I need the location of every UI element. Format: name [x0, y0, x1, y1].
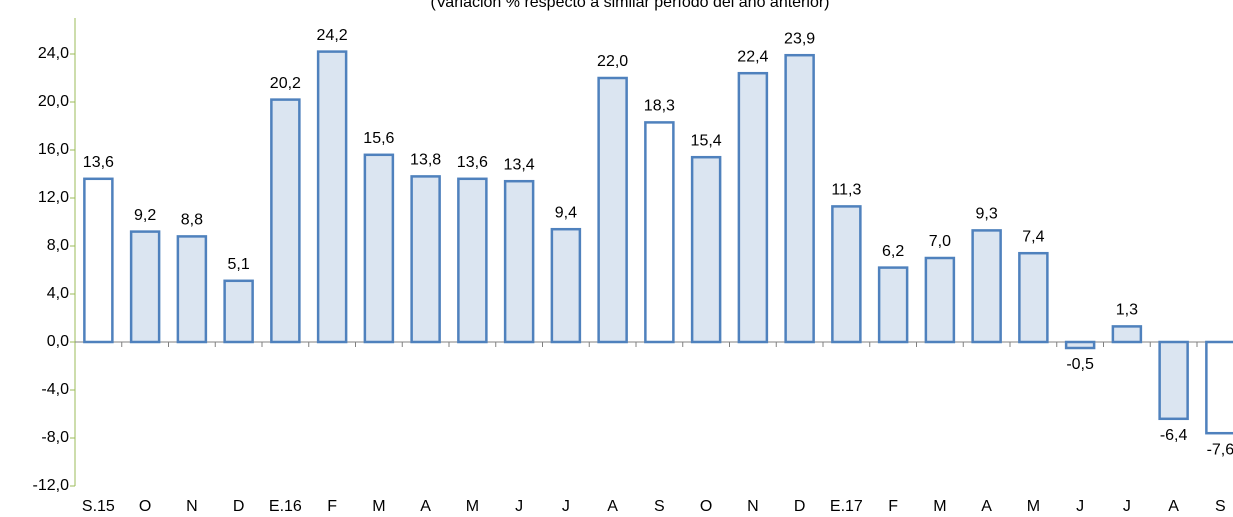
bar [270, 98, 301, 344]
value-label: 23,9 [784, 30, 815, 47]
value-label: 15,4 [691, 132, 722, 149]
bar [129, 230, 161, 344]
value-label: 8,8 [181, 212, 203, 229]
x-tick-label: A [1168, 498, 1179, 515]
y-tick-label: 8,0 [47, 237, 69, 254]
value-label: 7,4 [1022, 228, 1044, 245]
x-tick-label: E.17 [830, 498, 863, 515]
x-tick-label: J [1123, 498, 1131, 515]
value-label: 6,2 [882, 243, 904, 260]
y-tick-label: -4,0 [41, 381, 69, 398]
y-tick-label: -12,0 [33, 477, 70, 494]
y-tick-label: 20,0 [38, 93, 69, 110]
bar [316, 50, 348, 344]
bar [410, 175, 441, 344]
value-label: 13,6 [83, 154, 114, 171]
bar [1158, 340, 1189, 421]
x-tick-label: M [466, 498, 479, 515]
bar [690, 155, 722, 344]
value-label: 9,4 [555, 204, 577, 221]
x-tick-label: E.16 [269, 498, 302, 515]
x-tick-label: J [515, 498, 523, 515]
x-tick-label: M [933, 498, 946, 515]
x-tick-label: S.15 [82, 498, 115, 515]
x-tick-label: D [233, 498, 245, 515]
bar [176, 235, 208, 344]
x-tick-label: J [1076, 498, 1084, 515]
x-tick-label: N [186, 498, 198, 515]
bar [784, 53, 815, 344]
x-tick-label: M [372, 498, 385, 515]
bar [1018, 251, 1049, 344]
bar [503, 179, 535, 344]
bar [737, 71, 769, 344]
bar [597, 76, 628, 344]
bar [457, 177, 488, 344]
x-tick-label: A [420, 498, 431, 515]
bar [83, 177, 114, 344]
x-tick-label: O [139, 498, 151, 515]
y-tick-label: 4,0 [47, 285, 69, 302]
value-label: 20,2 [270, 75, 301, 92]
bar [971, 229, 1002, 344]
y-tick-label: 24,0 [38, 45, 69, 62]
x-tick-label: M [1027, 498, 1040, 515]
bar [1205, 340, 1233, 435]
value-label: 9,2 [134, 207, 156, 224]
bar [877, 266, 909, 344]
y-tick-label: 16,0 [38, 141, 69, 158]
bar [363, 153, 395, 344]
x-tick-label: A [607, 498, 618, 515]
x-tick-label: F [327, 498, 337, 515]
value-label: -6,4 [1160, 427, 1188, 444]
x-tick-label: F [888, 498, 898, 515]
bar [1111, 325, 1143, 344]
bar [223, 279, 254, 344]
y-tick-label: -8,0 [41, 429, 69, 446]
x-tick-label: S [1215, 498, 1226, 515]
x-tick-label: A [981, 498, 992, 515]
value-label: 18,3 [644, 98, 675, 115]
value-label: 7,0 [929, 233, 951, 250]
x-tick-label: D [794, 498, 806, 515]
value-label: 5,1 [228, 256, 250, 273]
value-label: 13,4 [504, 156, 535, 173]
bar [1064, 340, 1096, 350]
value-label: 22,4 [737, 48, 768, 65]
value-label: -7,6 [1207, 441, 1233, 458]
value-label: 24,2 [317, 27, 348, 44]
y-tick-label: 0,0 [47, 333, 69, 350]
bar [644, 121, 675, 344]
value-label: 13,6 [457, 154, 488, 171]
value-label: 22,0 [597, 53, 628, 70]
value-label: 1,3 [1116, 302, 1138, 319]
x-tick-label: O [700, 498, 712, 515]
bar [924, 256, 956, 344]
chart-title: (Variación % respecto a similar período … [430, 0, 829, 11]
x-tick-label: J [562, 498, 570, 515]
value-label: 15,6 [363, 130, 394, 147]
x-tick-label: S [654, 498, 665, 515]
value-label: -0,5 [1066, 356, 1094, 373]
value-label: 11,3 [831, 182, 861, 199]
x-tick-label: N [747, 498, 759, 515]
bar [831, 205, 862, 344]
value-label: 9,3 [976, 206, 998, 223]
bar [550, 227, 582, 344]
y-tick-label: 12,0 [38, 189, 69, 206]
value-label: 13,8 [410, 152, 441, 169]
